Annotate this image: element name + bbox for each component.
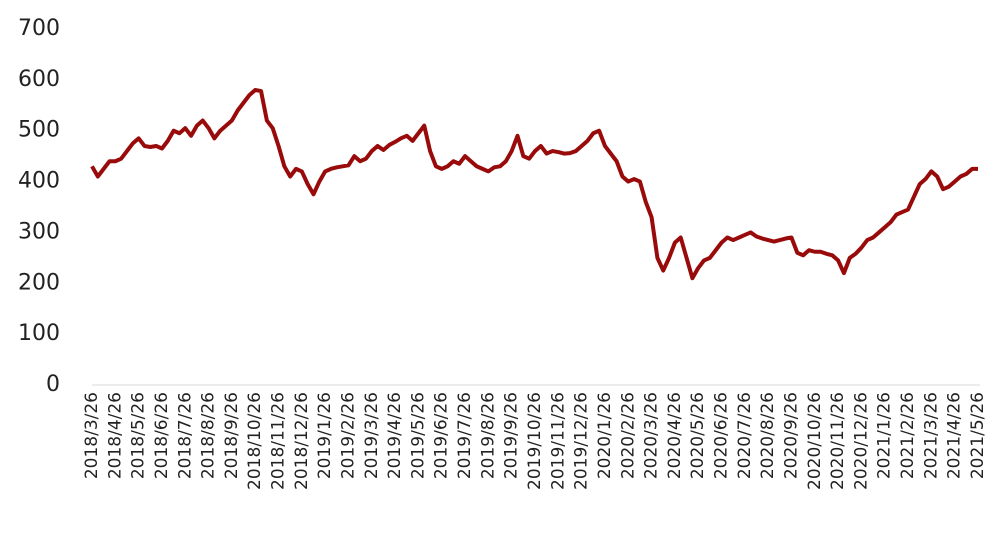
x-tick-label: 2018/10/26 [245, 392, 265, 490]
y-tick-label: 200 [18, 270, 60, 295]
x-tick-label: 2020/2/26 [618, 392, 638, 479]
x-tick-label: 2019/6/26 [432, 392, 452, 479]
y-tick-label: 700 [18, 16, 60, 41]
x-tick-label: 2020/5/26 [688, 392, 708, 479]
x-tick-label: 2020/11/26 [828, 392, 848, 490]
x-tick-label: 2018/8/26 [199, 392, 219, 479]
x-tick-label: 2021/4/26 [945, 392, 965, 479]
x-tick-label: 2020/10/26 [805, 392, 825, 490]
x-tick-label: 2019/12/26 [572, 392, 592, 490]
x-tick-label: 2021/2/26 [898, 392, 918, 479]
x-tick-label: 2018/9/26 [222, 392, 242, 479]
x-tick-label: 2021/3/26 [921, 392, 941, 479]
y-tick-label: 400 [18, 169, 60, 194]
x-tick-label: 2020/8/26 [758, 392, 778, 479]
x-tick-label: 2019/10/26 [525, 392, 545, 490]
y-tick-label: 600 [18, 67, 60, 92]
x-tick-label: 2018/5/26 [129, 392, 149, 479]
x-tick-label: 2019/7/26 [455, 392, 475, 479]
x-tick-label: 2020/3/26 [642, 392, 662, 479]
x-tick-label: 2020/6/26 [712, 392, 732, 479]
x-tick-label: 2019/8/26 [478, 392, 498, 479]
x-tick-label: 2020/12/26 [851, 392, 871, 490]
y-tick-label: 0 [46, 372, 60, 397]
x-tick-label: 2021/5/26 [968, 392, 988, 479]
x-tick-label: 2020/1/26 [595, 392, 615, 479]
x-tick-label: 2019/2/26 [338, 392, 358, 479]
x-tick-label: 2018/4/26 [105, 392, 125, 479]
x-tick-label: 2018/7/26 [175, 392, 195, 479]
line-series [90, 88, 978, 281]
x-tick-label: 2020/9/26 [781, 392, 801, 479]
x-tick-label: 2020/4/26 [665, 392, 685, 479]
x-tick-label: 2019/4/26 [385, 392, 405, 479]
y-tick-label: 500 [18, 118, 60, 143]
y-tick-label: 100 [18, 321, 60, 346]
y-tick-label: 300 [18, 219, 60, 244]
x-tick-label: 2019/1/26 [315, 392, 335, 479]
x-tick-label: 2019/11/26 [548, 392, 568, 490]
x-tick-label: 2019/9/26 [502, 392, 522, 479]
x-tick-label: 2018/12/26 [292, 392, 312, 490]
x-tick-label: 2021/1/26 [875, 392, 895, 479]
x-tick-label: 2019/5/26 [408, 392, 428, 479]
x-tick-label: 2018/6/26 [152, 392, 172, 479]
x-tick-label: 2018/3/26 [82, 392, 102, 479]
x-tick-label: 2020/7/26 [735, 392, 755, 479]
x-tick-label: 2018/11/26 [269, 392, 289, 490]
x-tick-label: 2019/3/26 [362, 392, 382, 479]
